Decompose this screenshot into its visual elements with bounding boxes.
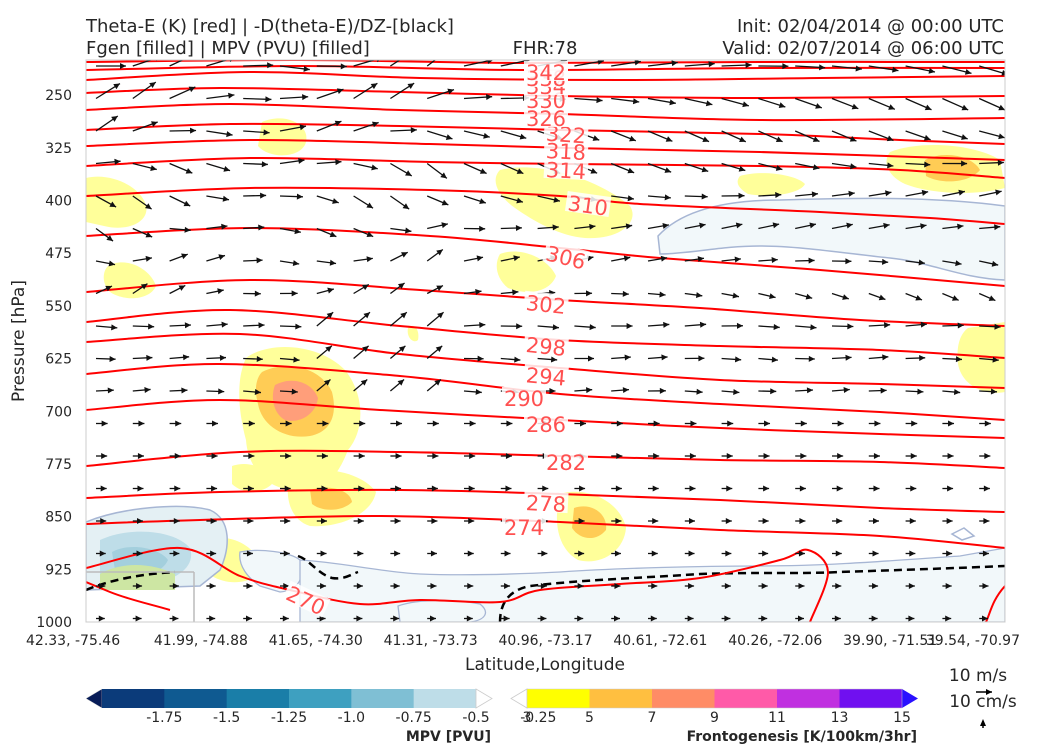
- wind-vector-head: [445, 48, 452, 54]
- y-axis-ticks: 250 325 400 475 550 625 700 775 850 925 1000: [36, 88, 72, 631]
- y-tick-label: 325: [45, 141, 72, 157]
- y-tick-label: 400: [45, 194, 72, 210]
- x-tick-label: 40.26, -72.06: [728, 633, 822, 649]
- x-tick-label: 42.33, -75.46: [26, 633, 120, 649]
- y-tick-label: 775: [45, 457, 72, 473]
- x-tick-label: 41.31, -73.73: [384, 633, 478, 649]
- theta-e-label: 274: [504, 516, 544, 540]
- colorbar-swatch: [414, 689, 477, 708]
- colorbar-extend-min: [86, 689, 102, 708]
- x-tick-label: 41.99, -74.88: [154, 633, 248, 649]
- colorbar-tick-label: -1.5: [213, 710, 240, 726]
- colorbar-swatch: [590, 689, 653, 708]
- y-tick-label: 850: [45, 510, 72, 526]
- colorbar-tick-label: -1.25: [271, 710, 307, 726]
- x-tick-label: 40.61, -72.61: [613, 633, 707, 649]
- colorbar-tick-label: 13: [831, 710, 849, 726]
- theta-e-label: 282: [546, 451, 586, 475]
- colorbar-swatch: [102, 689, 165, 708]
- vector-key-arrowhead: [980, 719, 986, 726]
- colorbar-extend-min: [511, 689, 527, 708]
- y-tick-label: 700: [45, 404, 72, 420]
- colorbar-swatch: [164, 689, 227, 708]
- y-tick-label: 250: [45, 88, 72, 104]
- vector-key-horizontal: 10 m/s: [949, 666, 1007, 686]
- plot-area: 2702742782822862902942983023063103143183…: [86, 48, 1008, 622]
- title-line-2: Fgen [filled] | MPV (PVU) [filled]: [86, 38, 370, 59]
- colorbar-tick-label: -0.5: [462, 710, 489, 726]
- y-tick-label: 925: [45, 562, 72, 578]
- colorbar-tick-label: 5: [585, 710, 594, 726]
- colorbar-tick-label: -0.75: [396, 710, 432, 726]
- colorbar-tick-label: 7: [648, 710, 657, 726]
- colorbar-swatch: [840, 689, 903, 708]
- colorbar-swatch: [527, 689, 590, 708]
- colorbar-swatch: [227, 689, 290, 708]
- valid-time: Valid: 02/07/2014 @ 06:00 UTC: [722, 38, 1004, 59]
- colorbar-swatch: [289, 689, 352, 708]
- colorbar-tick-label: 9: [710, 710, 719, 726]
- x-tick-label: 40.96, -73.17: [498, 633, 592, 649]
- x-tick-label: 41.65, -74.30: [269, 633, 363, 649]
- colorbar-extend-max: [902, 689, 918, 708]
- colorbar-tick-label: 3: [523, 710, 532, 726]
- mpv-colorbar-label: MPV [PVU]: [406, 729, 491, 745]
- theta-e-label: 278: [525, 491, 566, 517]
- colorbar-tick-label: 15: [893, 710, 911, 726]
- mpv-colorbar: -1.75-1.5-1.25-1.0-0.75-0.5-0.25: [86, 689, 556, 726]
- x-axis-label: Latitude,Longitude: [465, 655, 625, 675]
- theta-e-label: 286: [526, 413, 566, 437]
- theta-e-label: 290: [504, 387, 544, 411]
- theta-e-label: 294: [525, 363, 567, 390]
- colorbar-tick-label: 11: [768, 710, 786, 726]
- vector-key-vertical: 10 cm/s: [949, 692, 1017, 712]
- wind-vector-head: [409, 50, 416, 56]
- y-tick-label: 475: [45, 246, 72, 262]
- forecast-hour: FHR:78: [513, 38, 578, 59]
- x-tick-label: 39.54, -70.97: [926, 633, 1020, 649]
- colorbar-swatch: [652, 689, 715, 708]
- theta-e-label: 342: [526, 61, 566, 85]
- frontogenesis-colorbar: 3 5 7 9 11 13 15: [511, 689, 918, 726]
- y-tick-label: 625: [45, 352, 72, 368]
- y-tick-label: 1000: [36, 615, 72, 631]
- frontogenesis-colorbar-label: Frontogenesis [K/100km/3hr]: [687, 729, 917, 745]
- theta-e-label: 298: [525, 333, 567, 361]
- y-tick-label: 550: [45, 299, 72, 315]
- vector-key: 10 m/s 10 cm/s: [949, 666, 1017, 728]
- colorbar-swatch: [777, 689, 840, 708]
- colorbar-extend-max: [476, 689, 492, 708]
- init-time: Init: 02/04/2014 @ 00:00 UTC: [737, 16, 1004, 37]
- theta-e-label: 302: [525, 291, 567, 319]
- y-axis-label: Pressure [hPa]: [9, 280, 29, 402]
- x-axis-ticks: 42.33, -75.46 41.99, -74.88 41.65, -74.30 4…: [26, 633, 1020, 649]
- colorbar-tick-label: -1.75: [146, 710, 182, 726]
- colorbar-tick-label: -1.0: [338, 710, 365, 726]
- colorbar-swatch: [351, 689, 414, 708]
- title-line-1: Theta-E (K) [red] | -D(theta-E)/DZ-[blac…: [85, 16, 454, 37]
- colorbar-swatch: [715, 689, 778, 708]
- x-tick-label: 39.90, -71.51: [843, 633, 937, 649]
